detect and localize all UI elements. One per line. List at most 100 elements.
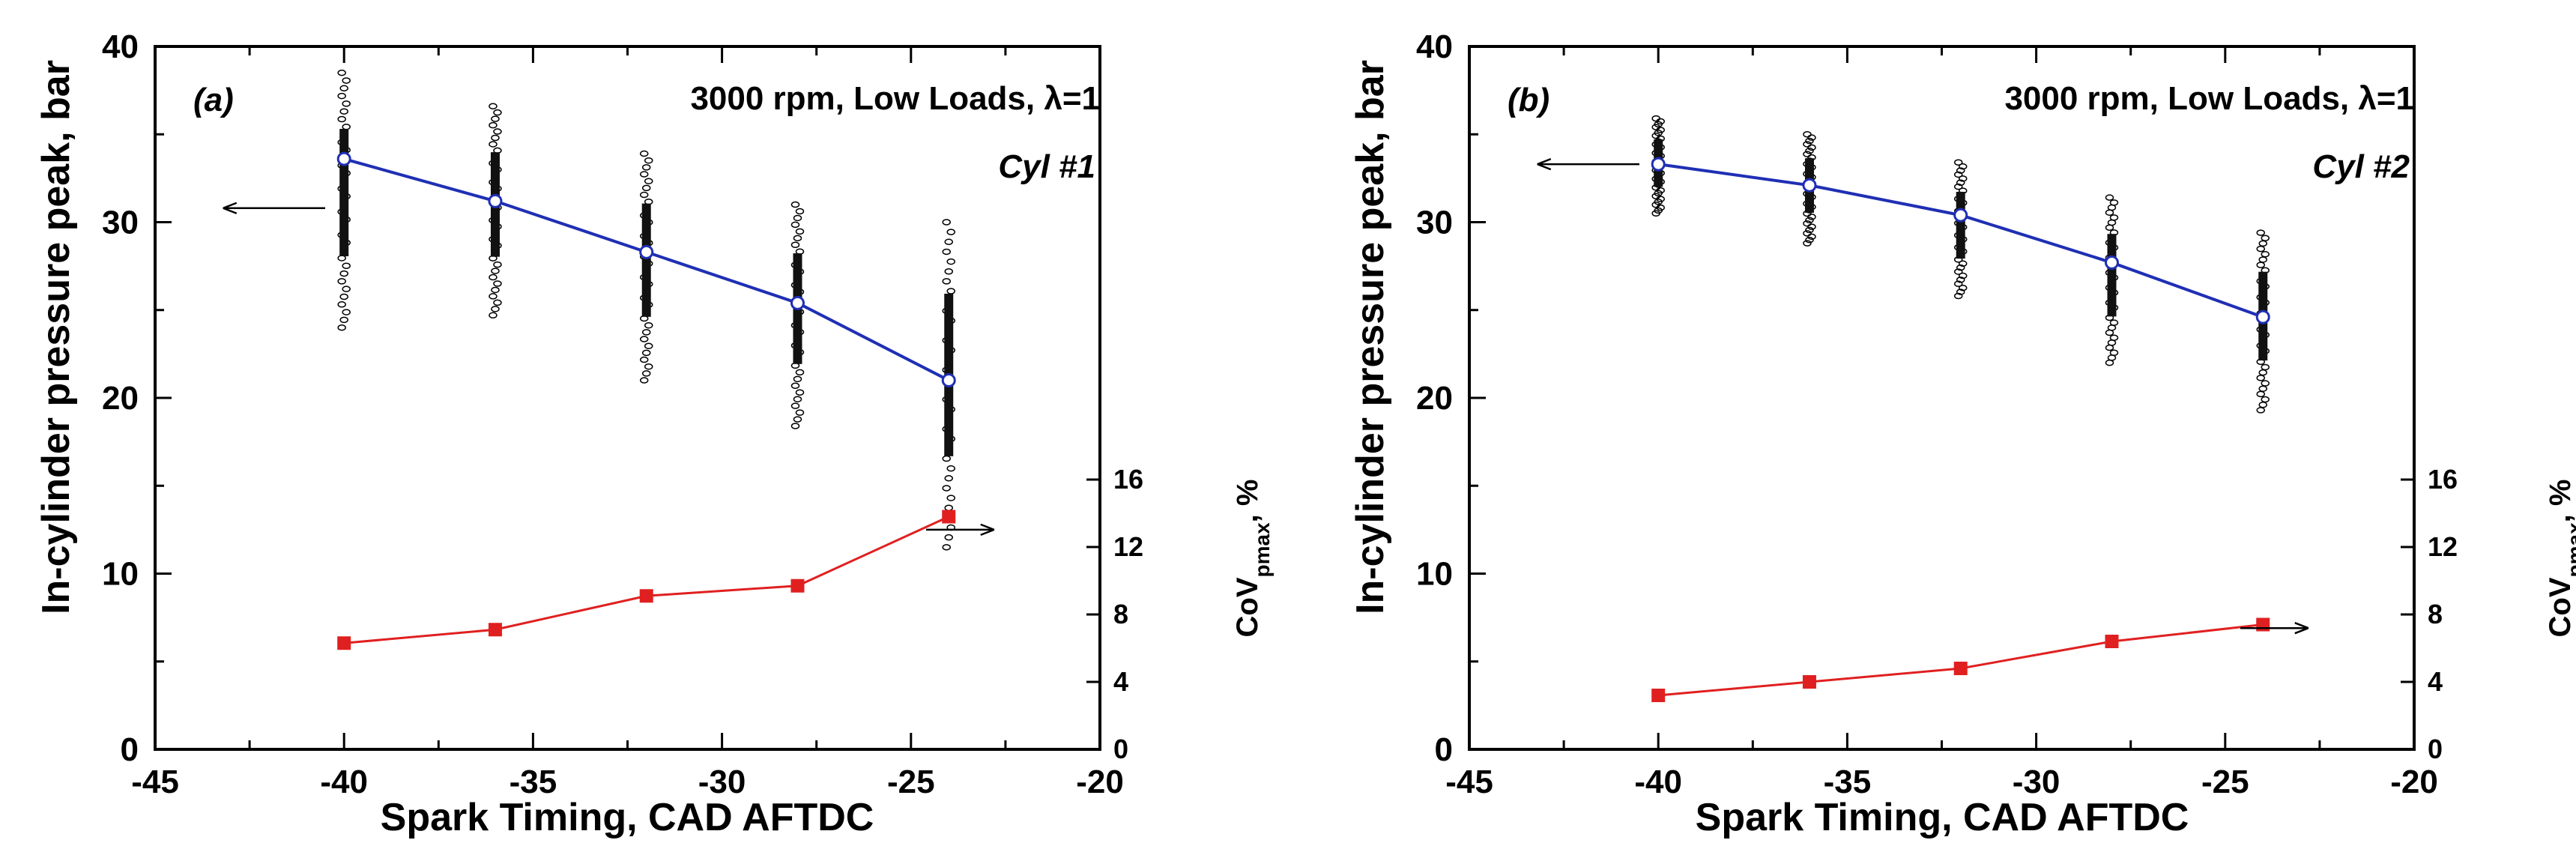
panel-a-cycle-point — [489, 293, 498, 300]
panel-a-cycle-point — [641, 164, 651, 171]
panel-a-left-axis-arrowhead — [223, 202, 238, 214]
panel-a-cycle-point — [639, 171, 649, 178]
panel-a-cycle-point — [644, 321, 653, 329]
panel-a-cycle-point — [342, 285, 351, 292]
panel-b-cycle-point — [2256, 375, 2265, 381]
panel-a-cycle-point — [790, 382, 800, 390]
panel-a-cycle-point — [790, 221, 800, 229]
panel-b-cycle-point — [1651, 115, 1660, 122]
panel-a-cov-point — [488, 623, 502, 637]
panel-a-cycle-point — [942, 485, 951, 492]
panel-a-cycle-point — [641, 349, 651, 357]
panel-b-cycle-point — [2261, 363, 2270, 371]
panel-b-cycle-point — [1956, 277, 1965, 283]
panel-b-cycle-point — [2256, 390, 2265, 398]
panel-a-cycle-point — [942, 544, 951, 551]
panel-a-cycle-point — [337, 115, 346, 123]
panel-b-cycle-point — [2109, 334, 2119, 341]
panel-b-cycle-point — [1803, 151, 1812, 157]
panel-b-y2-tick-label: 0 — [2428, 734, 2443, 764]
panel-a-cycle-point — [491, 134, 500, 142]
panel-b-cycle-point — [1803, 131, 1812, 138]
panel-a-x-tick-label: -25 — [887, 764, 935, 800]
panel-a-cycle-point — [639, 336, 649, 342]
panel-a-cycle-point — [790, 201, 800, 208]
panel-a-y-tick-label: 20 — [102, 380, 139, 417]
panel-a-marks — [223, 69, 995, 650]
panel-a-cycle-point — [489, 121, 498, 129]
panel-b-cycle-point — [1958, 260, 1968, 268]
panel-a-x-tick-label: -40 — [320, 764, 368, 800]
panel-b-cycle-point — [1807, 134, 1816, 141]
panel-a-cycle-point — [489, 141, 498, 148]
panel-b-marks — [1537, 115, 2309, 702]
panel-a-y2-title-suffix: , % — [1231, 480, 1264, 523]
panel-a-cycle-point — [644, 178, 653, 184]
panel-a-label: (a) — [193, 82, 234, 118]
panel-a-x-tick-label: -20 — [1076, 764, 1124, 800]
panel-a-cycle-point — [644, 157, 653, 164]
panel-a-cycle-point — [795, 228, 805, 235]
panel-b-y2-tick-label: 16 — [2428, 464, 2458, 495]
panel-a-cycle-point — [339, 270, 348, 277]
panel-a-cycle-point — [491, 306, 500, 312]
panel-b-pressure-point — [1651, 157, 1666, 172]
panel-a-cycle-point — [339, 316, 348, 324]
panel-b-cycle-point — [2258, 385, 2267, 392]
panel-a-cycle-point — [337, 255, 346, 262]
panel-a-cycle-point — [942, 219, 951, 226]
panel-b-x-tick-label: -30 — [2013, 764, 2061, 800]
panel-a-cycle-point — [337, 324, 346, 331]
panel-b-cycle-point — [2109, 199, 2119, 206]
panel-b-y-tick-label: 10 — [1416, 556, 1453, 593]
panel-a-cycle-point — [942, 248, 951, 256]
panel-a-cycle-point — [337, 278, 346, 285]
panel-a-cylinder: Cyl #1 — [998, 148, 1095, 185]
panel-b-cycle-point — [1953, 292, 1963, 300]
panel-b-cycle-point — [2261, 251, 2270, 258]
panel-b-cov-line — [1658, 623, 2264, 697]
panel-a-cycle-point — [944, 238, 953, 246]
panel-b-cycle-point — [1805, 236, 1814, 244]
panel-a-cycle-point — [342, 124, 351, 130]
panel-a-cycle-point — [944, 504, 953, 511]
panel-a-cycle-point — [491, 115, 500, 122]
panel-a-cycle-point — [790, 402, 800, 409]
panel-a-cycle-point — [639, 377, 649, 384]
panel-a-plot-frame — [154, 45, 1101, 751]
panel-b-cycle-point — [2258, 401, 2267, 408]
panel-b-cycle-point — [2256, 245, 2265, 253]
panel-a-cycle-point — [339, 108, 348, 115]
panel-b-y-tick-label: 40 — [1416, 28, 1453, 65]
panel-b-cycle-point — [1953, 268, 1963, 275]
panel-b-cycle-point — [1958, 163, 1968, 170]
panel-a-y-axis-title: In-cylinder pressure peak, bar — [34, 60, 78, 614]
panel-a-cycle-point — [795, 409, 805, 416]
panel-b-pressure-point — [1802, 178, 1817, 193]
panel-b-cov-point — [1651, 689, 1666, 702]
panel-a-cycle-point — [639, 191, 649, 199]
panel-a-cycle-point — [489, 103, 498, 109]
panel-a-cycle-point — [944, 534, 953, 541]
panel-a-x-tick-label: -30 — [698, 764, 746, 800]
panel-b-cycle-point — [2109, 319, 2119, 326]
panel-b-y2-tick-label: 8 — [2428, 599, 2443, 629]
panel-b-y-tick-label: 30 — [1416, 205, 1453, 241]
panel-b-cycle-point — [1953, 159, 1963, 166]
panel-b-cycle-point — [1807, 223, 1816, 230]
panel-b-cycle-point — [2256, 229, 2265, 236]
panel-a-cycle-point — [342, 309, 351, 315]
panel-a-cycle-point — [493, 299, 502, 306]
panel-a-cycle-point — [641, 370, 651, 377]
panel-a-cycle-point — [793, 416, 802, 423]
panel-b-cycle-point — [1803, 220, 1812, 227]
panel-a-cycle-point — [641, 184, 651, 192]
panel-a-cycle-point — [491, 268, 500, 274]
panel-b-cycle-point — [1807, 144, 1816, 151]
panel-a-cycle-point — [946, 258, 955, 265]
panel-b-cycle-point — [2261, 396, 2270, 403]
panel-a-cov-point — [942, 510, 956, 524]
panel-a-cycle-point — [793, 375, 802, 383]
panel-a-cycle-point — [342, 77, 351, 84]
